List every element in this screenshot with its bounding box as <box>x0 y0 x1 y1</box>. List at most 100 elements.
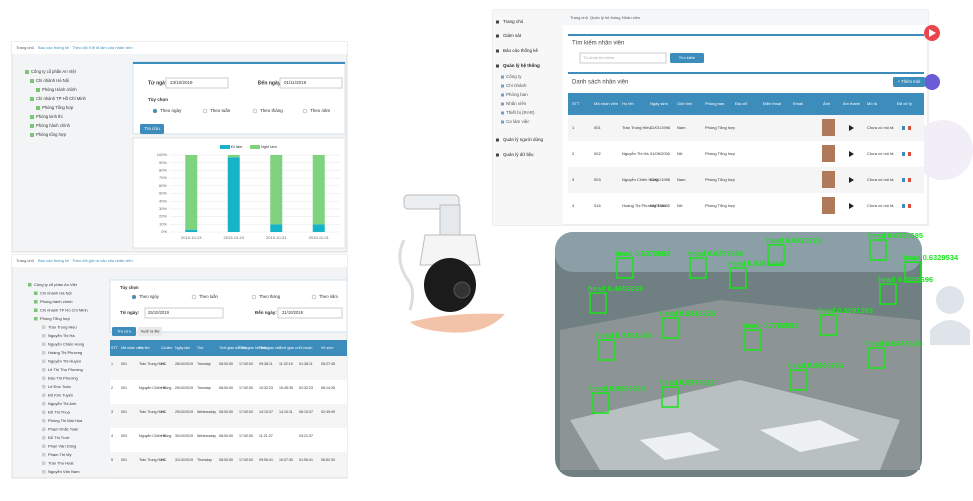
menu-icon <box>501 84 504 88</box>
tree-checkbox <box>25 70 29 74</box>
menu-item: Quản lý người dùng <box>503 137 543 142</box>
box-accent <box>568 34 924 36</box>
tree-item: Lê Đức Toàn <box>48 384 71 389</box>
table-cell: Nguyễn Chiến Hùng <box>139 433 171 438</box>
button[interactable] <box>893 77 925 87</box>
button[interactable] <box>670 53 704 63</box>
tree-checkbox <box>28 283 32 287</box>
detection-label: head 0.5668754 <box>788 361 844 370</box>
tree-item: Chi nhánh Hà Nội <box>36 78 69 83</box>
table-cell: Chưa có mô tả <box>867 151 894 156</box>
table-header-cell: Đi muộn <box>299 346 312 350</box>
button-label: + Thêm mới <box>898 79 921 84</box>
button[interactable] <box>138 327 162 336</box>
table-cell: Wednesday <box>197 410 216 414</box>
breadcrumb-bar <box>563 10 928 25</box>
x-tick-label: 2019-10-23 <box>181 235 202 240</box>
table-header-cell: Thời gian kết thúc <box>239 346 268 350</box>
table-cell: Nguyễn Chiến Hùng <box>622 177 658 182</box>
table-cell: Hoàng Thị Phương Thảo <box>622 203 667 208</box>
table-header-cell: Âm thanh <box>843 101 860 106</box>
tree-item: Đào Thị Phương <box>48 376 78 381</box>
radio-label: Theo tuần <box>210 108 231 113</box>
table-row <box>110 404 347 428</box>
decor-person <box>930 320 970 345</box>
tree-item: Đỗ Kim Tuyến <box>48 393 73 398</box>
radio <box>251 294 257 300</box>
audio-icon <box>849 177 854 183</box>
head-box <box>661 386 679 408</box>
bar-segment <box>227 155 240 158</box>
table-cell: 11:21:37 <box>259 434 273 438</box>
tree-item: Trần Trung Hiếu <box>48 325 77 330</box>
edit-icon <box>902 178 905 182</box>
edit-icon <box>902 152 905 156</box>
input <box>277 307 343 319</box>
table-cell: 08:00:00 <box>219 410 233 414</box>
tree-item: Phòng tổng hợp <box>36 132 67 137</box>
label: 23/10/2019 <box>170 80 193 85</box>
tree-checkbox <box>42 393 46 397</box>
x-tick-label: 2019-11-01 <box>309 235 330 240</box>
table-header-cell: Thứ <box>197 346 204 350</box>
legend-label: Nghỉ làm <box>261 144 277 149</box>
head-box <box>591 392 609 414</box>
table-cell: 001 <box>121 362 127 366</box>
tree-checkbox <box>34 308 38 312</box>
legend-swatch <box>250 145 260 149</box>
breadcrumb: Theo dõi giờ ra vào của nhân viên <box>72 258 133 263</box>
tree-checkbox <box>34 300 38 304</box>
decor-circle <box>913 120 973 180</box>
button[interactable] <box>140 124 164 134</box>
table-cell: Phòng Tổng hợp <box>705 125 736 130</box>
tree-item: Phòng hành chính <box>36 123 71 128</box>
label: Đến ngày: <box>258 79 283 86</box>
tree-checkbox <box>42 334 46 338</box>
detection-label: head 0.6372683 <box>615 249 670 258</box>
table-cell: 4 <box>111 434 113 438</box>
table-cell: Chưa có mô tả <box>867 177 894 182</box>
input <box>165 77 229 89</box>
table-cell: 3 <box>111 410 113 414</box>
tree-checkbox <box>30 79 34 83</box>
delete-icon <box>908 152 911 156</box>
table-cell: Trần Trung Hiếu <box>139 362 165 366</box>
edit-icon <box>902 126 905 130</box>
button[interactable] <box>112 327 136 336</box>
tree-item: Phạm Thị My <box>48 452 72 457</box>
tree-item: Phòng Tổng hợp <box>42 105 74 110</box>
table-cell: 08:00:00 <box>219 434 233 438</box>
head-box <box>879 283 897 305</box>
table-cell: 002 <box>594 151 601 156</box>
table-cell: Trần Trung Hiếu <box>622 125 651 130</box>
tree-item: Đỗ Thị Tươi <box>48 435 69 440</box>
table-cell: HC <box>161 434 167 438</box>
menu-icon <box>501 111 504 115</box>
menu-item: Ca làm việc <box>506 119 530 124</box>
detection-label: head 0.6435625 <box>866 339 921 348</box>
menu-icon <box>501 120 504 124</box>
tree-checkbox <box>30 124 34 128</box>
table-cell: 1 <box>572 125 575 130</box>
detection-label: head 0.5452068 <box>728 259 783 268</box>
table-cell: 01:55:41 <box>299 458 313 462</box>
table-header-cell: STT <box>572 101 580 106</box>
table-cell: 5 <box>111 458 113 462</box>
legend-label: Đi làm <box>231 144 243 149</box>
tree-item: Phòng hành chính <box>40 299 72 304</box>
menu-icon <box>496 153 499 157</box>
radio-label: Theo tháng <box>259 294 281 299</box>
table-cell: Nam <box>677 177 686 182</box>
table-cell: 08:00:00 <box>219 458 233 462</box>
table-cell: 01/05/2000 <box>650 151 671 156</box>
tree-item: Chi nhánh Hà Nội <box>40 291 72 296</box>
table-cell: 02:49:49 <box>321 410 335 414</box>
radio <box>311 294 317 300</box>
table-cell: Phòng Tổng hợp <box>705 151 736 156</box>
delete-icon <box>908 204 911 208</box>
tree-checkbox <box>30 115 34 119</box>
button-label: Tra cứu <box>144 126 160 131</box>
menu-icon <box>501 93 504 97</box>
menu-icon <box>496 49 499 53</box>
